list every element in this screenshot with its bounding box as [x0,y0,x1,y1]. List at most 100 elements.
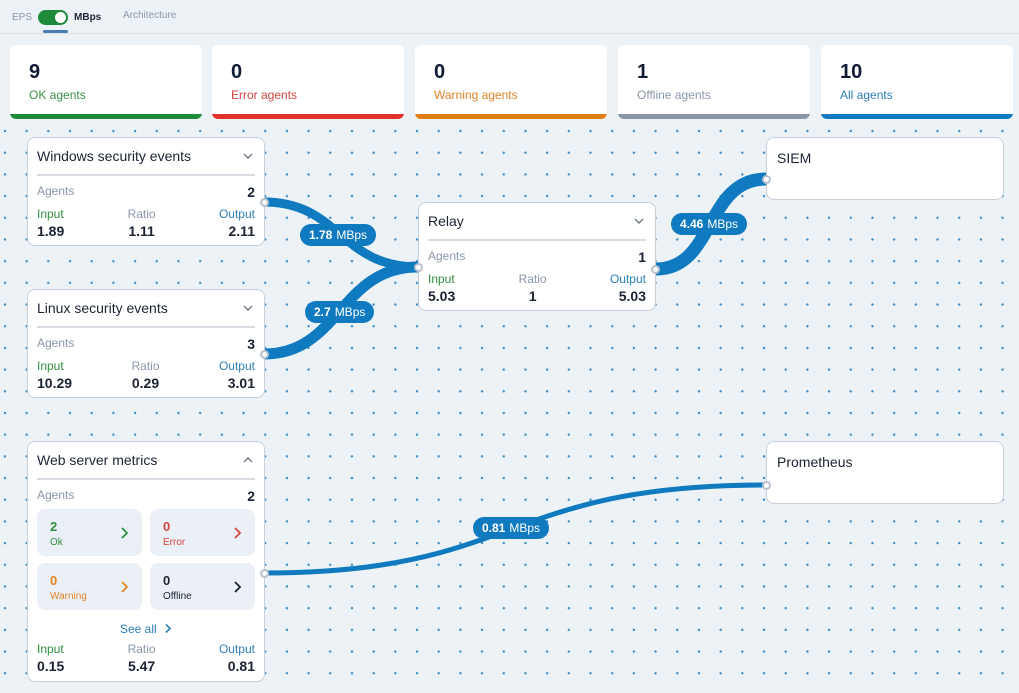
metric-label: Input [37,642,64,656]
edge-unit: MBps [336,228,368,242]
stat-color-bar [10,114,202,119]
input-port[interactable] [414,263,423,272]
metric-output: Output 5.03 [610,271,646,305]
active-tab-indicator [43,30,68,33]
status-count: 2 [50,519,58,534]
output-port[interactable] [260,350,269,359]
output-port[interactable] [260,198,269,207]
tab-architecture[interactable]: Architecture [123,10,177,21]
status-tile-warning[interactable]: 0 Warning [37,563,142,610]
status-tile-ok[interactable]: 2 Ok [37,509,142,556]
metrics-row: Input 10.29 Ratio 0.29 Output 3.01 [37,358,255,392]
chevron-right-icon [234,527,242,539]
stat-value: 9 [29,61,41,83]
metric-output: Output 0.81 [219,641,255,675]
metric-value: 0.81 [227,658,255,674]
edge-label-siem[interactable]: 4.46 MBps [671,213,748,235]
eps-label[interactable]: EPS [12,11,33,23]
chevron-down-icon[interactable] [241,301,255,315]
edge-label-prometheus[interactable]: 0.81 MBps [473,517,550,539]
metric-value: 0.15 [37,658,65,674]
edge-label-linux[interactable]: 2.7 MBps [305,301,375,323]
source-node-linux[interactable]: Linux security events Agents 3 Input 10.2… [27,289,269,398]
metric-input: Input 1.89 [37,206,64,240]
chevron-down-icon[interactable] [241,149,255,163]
agents-count: 1 [638,249,646,265]
edge-value: 4.46 [680,217,704,231]
metric-value: 5.03 [618,288,646,304]
agents-label: Agents [37,336,75,350]
metric-label: Input [37,207,64,221]
source-node-windows[interactable]: Windows security events Agents 2 Input 1.… [27,137,269,246]
toggle-knob [55,11,67,23]
unit-toggle-switch[interactable] [38,9,69,25]
status-tile-offline[interactable]: 0 Offline [150,563,255,610]
stat-card-ok[interactable]: 9 OK agents [10,45,202,119]
see-all-link[interactable]: See all [28,622,264,636]
output-port[interactable] [651,265,660,274]
edge-label-windows[interactable]: 1.78 MBps [300,224,377,246]
input-port[interactable] [762,481,771,490]
stat-color-bar [618,114,810,119]
stat-value: 10 [840,61,863,83]
metrics-row: Input 5.03 Ratio 1 Output 5.03 [428,271,646,305]
metric-ratio: Ratio 0.29 [132,358,160,392]
metric-value: 10.29 [37,375,73,391]
status-label: Offline [163,591,192,602]
metric-input: Input 0.15 [37,641,64,675]
chevron-down-icon[interactable] [632,214,646,228]
stat-card-error[interactable]: 0 Error agents [212,45,404,119]
metric-value: 1.11 [128,223,155,239]
metric-label: Output [218,642,255,656]
status-label: Ok [50,537,63,548]
stat-color-bar [415,114,607,119]
agents-count: 3 [247,336,255,352]
chevron-right-icon [234,581,242,593]
source-node-web-server[interactable]: Web server metrics Agents 2 2 Ok 0 Error… [27,441,269,682]
chevron-right-icon [165,623,172,634]
metric-output: Output 2.11 [219,206,255,240]
edge-unit: MBps [334,305,366,319]
chevron-up-icon[interactable] [241,453,255,467]
destination-node-prometheus[interactable]: Prometheus [762,441,1004,504]
status-label: Error [163,537,186,548]
relay-node[interactable]: Relay Agents 1 Input 5.03 Ratio 1 Output 5.… [414,202,660,311]
agents-row: Agents 1 [428,249,646,265]
stat-label: OK agents [29,88,86,102]
stat-label: All agents [840,88,893,102]
destination-node-siem[interactable]: SIEM [762,137,1004,200]
metric-input: Input 10.29 [37,358,72,392]
metric-label: Ratio [131,359,160,373]
agents-count: 2 [247,488,255,504]
node-header: Web server metrics [37,442,255,480]
stat-value: 0 [434,61,446,83]
node-title: SIEM [777,150,812,166]
status-tile-error[interactable]: 0 Error [150,509,255,556]
edge-value: 2.7 [314,305,331,319]
mbps-label[interactable]: MBps [74,11,102,23]
node-title: Web server metrics [37,452,158,468]
metric-label: Ratio [127,642,156,656]
stat-value: 0 [231,61,243,83]
edge-unit: MBps [509,521,541,535]
input-port[interactable] [762,175,771,184]
output-port[interactable] [260,569,269,578]
metric-value: 0.29 [131,375,160,391]
agent-status-grid: 2 Ok 0 Error 0 Warning 0 Offline [37,509,255,610]
agents-count: 2 [247,184,255,200]
stat-card-warning[interactable]: 0 Warning agents [415,45,607,119]
node-title: Linux security events [37,300,168,316]
top-bar: EPS MBps Architecture [0,0,1019,34]
node-header: Windows security events [37,138,255,176]
node-title: Relay [428,213,464,229]
metric-label: Output [218,359,255,373]
stat-card-all[interactable]: 10 All agents [821,45,1013,119]
stat-color-bar [821,114,1013,119]
chevron-right-icon [121,581,129,593]
agents-row: Agents 2 [37,488,255,504]
metric-ratio: Ratio 5.47 [128,641,156,675]
stat-card-offline[interactable]: 1 Offline agents [618,45,810,119]
stat-color-bar [212,114,404,119]
metric-ratio: Ratio 1 [519,271,547,305]
node-header: Linux security events [37,290,255,328]
